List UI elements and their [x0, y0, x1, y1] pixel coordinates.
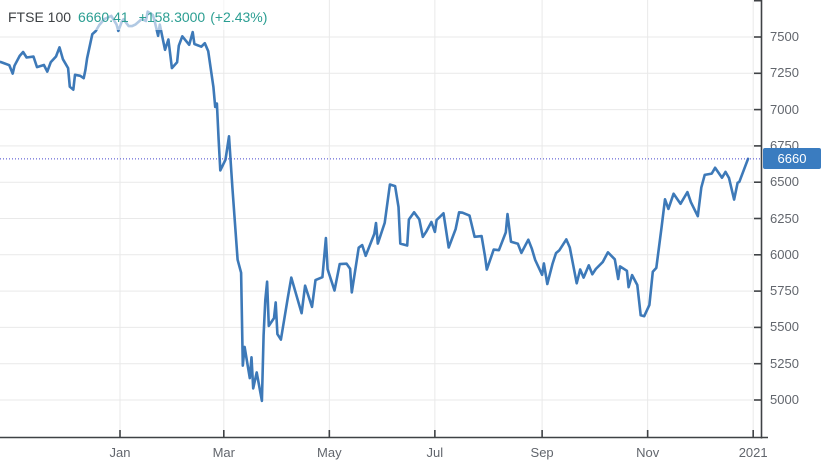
price-axis-label: 7500 — [770, 29, 799, 44]
price-change-percent: (+2.43%) — [210, 9, 268, 25]
symbol-name: FTSE 100 — [8, 9, 72, 25]
axes — [0, 0, 768, 439]
price-axis-label: 6000 — [770, 246, 799, 262]
header-backdrop — [0, 0, 272, 30]
gridlines — [0, 0, 762, 438]
time-axis-label: Mar — [212, 445, 235, 460]
price-axis-label: 7250 — [770, 65, 799, 81]
current-price-badge: 6660 — [763, 148, 821, 170]
time-axis-label: Sep — [530, 445, 554, 460]
time-axis-label: 2021 — [738, 445, 768, 460]
time-axis-label: May — [317, 445, 342, 460]
chart-legend: FTSE 100 6660.41 +158.3000 (+2.43%) — [8, 9, 267, 25]
series-line — [0, 10, 750, 403]
price-axis-label: 7000 — [770, 101, 799, 117]
time-axis-label: Jan — [109, 445, 131, 460]
time-axis-label: Nov — [636, 445, 660, 460]
price-axis-label: 5500 — [770, 319, 799, 335]
time-axis-label: Jul — [426, 445, 444, 460]
last-price: 6660.41 — [78, 9, 129, 25]
price-axis-label: 5000 — [770, 392, 799, 407]
price-axis-label: 5250 — [770, 355, 799, 371]
price-axis-label: 6500 — [770, 174, 799, 190]
price-change: +158.3000 — [138, 9, 206, 25]
price-axis-label: 6250 — [770, 210, 799, 226]
price-axis-label: 5750 — [770, 283, 799, 299]
